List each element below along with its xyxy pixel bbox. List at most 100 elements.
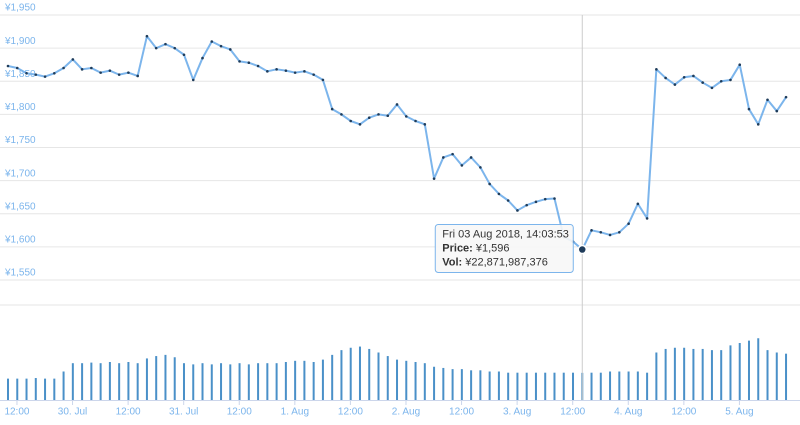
price-point — [543, 197, 547, 201]
volume-bar — [710, 350, 713, 400]
x-tick-label: 12:00 — [560, 407, 585, 418]
volume-bar — [340, 350, 343, 400]
x-tick-label: 12:00 — [338, 407, 363, 418]
price-point — [636, 202, 640, 206]
volume-bar — [692, 348, 695, 400]
price-point — [460, 164, 464, 167]
y-tick-label: ¥1,850 — [4, 69, 36, 80]
price-point — [469, 156, 473, 159]
price-point — [497, 192, 501, 196]
volume-bar — [720, 350, 723, 400]
price-point — [312, 73, 315, 76]
volume-bar — [757, 338, 760, 400]
volume-bar — [488, 371, 491, 400]
volume-bar — [451, 369, 454, 400]
x-tick-label: 12:00 — [227, 407, 252, 418]
volume-bar — [544, 372, 547, 400]
volume-bar — [358, 346, 361, 400]
price-point — [414, 119, 417, 123]
x-tick-label: 12:00 — [449, 407, 474, 418]
price-point — [256, 64, 260, 68]
volume-bar — [53, 378, 56, 400]
volume-bar — [16, 378, 19, 400]
price-point — [99, 71, 102, 74]
price-point — [506, 199, 510, 202]
price-point — [349, 119, 353, 123]
x-tick-label: 31. Jul — [169, 407, 198, 418]
price-point — [682, 75, 686, 79]
price-point — [182, 53, 186, 57]
volume-bar — [71, 363, 74, 400]
volume-bar — [729, 345, 732, 400]
price-point — [303, 70, 306, 73]
volume-bar — [81, 363, 84, 400]
volume-bar — [229, 364, 232, 400]
y-tick-label: ¥1,950 — [4, 3, 36, 14]
price-point — [618, 231, 621, 234]
volume-bar — [145, 358, 148, 400]
price-point — [117, 73, 121, 76]
price-point — [719, 79, 723, 83]
volume-bar — [284, 362, 287, 400]
x-tick-label: 4. Aug — [614, 407, 642, 418]
volume-bar — [108, 362, 111, 400]
volume-bar — [423, 363, 426, 400]
volume-bar — [683, 347, 686, 400]
price-point — [645, 217, 649, 220]
price-point — [191, 78, 195, 82]
price-point — [6, 64, 10, 68]
price-point — [108, 69, 112, 72]
price-point — [692, 74, 695, 78]
price-point — [367, 116, 371, 119]
volume-bar — [173, 357, 176, 400]
volume-bar — [590, 372, 593, 400]
price-point — [164, 42, 167, 46]
price-point — [673, 83, 677, 86]
volume-bar — [331, 354, 334, 400]
price-point — [358, 123, 362, 126]
volume-bar — [405, 360, 408, 400]
volume-bar — [155, 356, 158, 400]
price-point — [432, 177, 436, 180]
volume-bar — [414, 362, 417, 400]
volume-bar — [433, 366, 436, 400]
volume-bar — [470, 370, 473, 400]
price-point — [590, 229, 593, 232]
volume-bar — [266, 363, 269, 400]
tooltip-vol: Vol: ¥22,871,987,376 — [442, 256, 548, 268]
price-point — [284, 69, 288, 72]
price-point — [608, 233, 612, 237]
price-point — [442, 156, 445, 159]
volume-bar — [118, 363, 121, 400]
volume-bar — [775, 352, 778, 400]
x-tick-label: 12:00 — [671, 407, 696, 418]
price-point — [386, 114, 390, 117]
volume-bar — [201, 363, 204, 400]
price-point — [747, 107, 751, 111]
volume-bar — [646, 372, 649, 400]
volume-bar — [7, 378, 10, 400]
price-point — [154, 46, 158, 50]
volume-bar — [655, 352, 658, 400]
volume-bar — [562, 372, 565, 400]
price-point — [710, 86, 714, 90]
volume-bar — [627, 371, 630, 400]
price-label: Price: — [442, 242, 473, 254]
price-point — [71, 58, 75, 61]
volume-bar — [62, 371, 65, 400]
x-tick-label: 3. Aug — [503, 407, 531, 418]
volume-bar — [210, 364, 213, 400]
x-tick-label: 5. Aug — [725, 407, 753, 418]
price-point — [377, 113, 380, 116]
volume-bar — [44, 378, 47, 400]
tooltip-box — [434, 224, 574, 274]
y-tick-label: ¥1,700 — [4, 168, 36, 179]
volume-bar — [257, 363, 260, 400]
price-point — [321, 78, 325, 82]
volume-bar — [516, 372, 519, 400]
price-point — [756, 123, 760, 126]
volume-bar — [664, 348, 667, 400]
price-point — [340, 113, 343, 116]
volume-bar — [396, 359, 399, 400]
price-point — [247, 61, 251, 64]
